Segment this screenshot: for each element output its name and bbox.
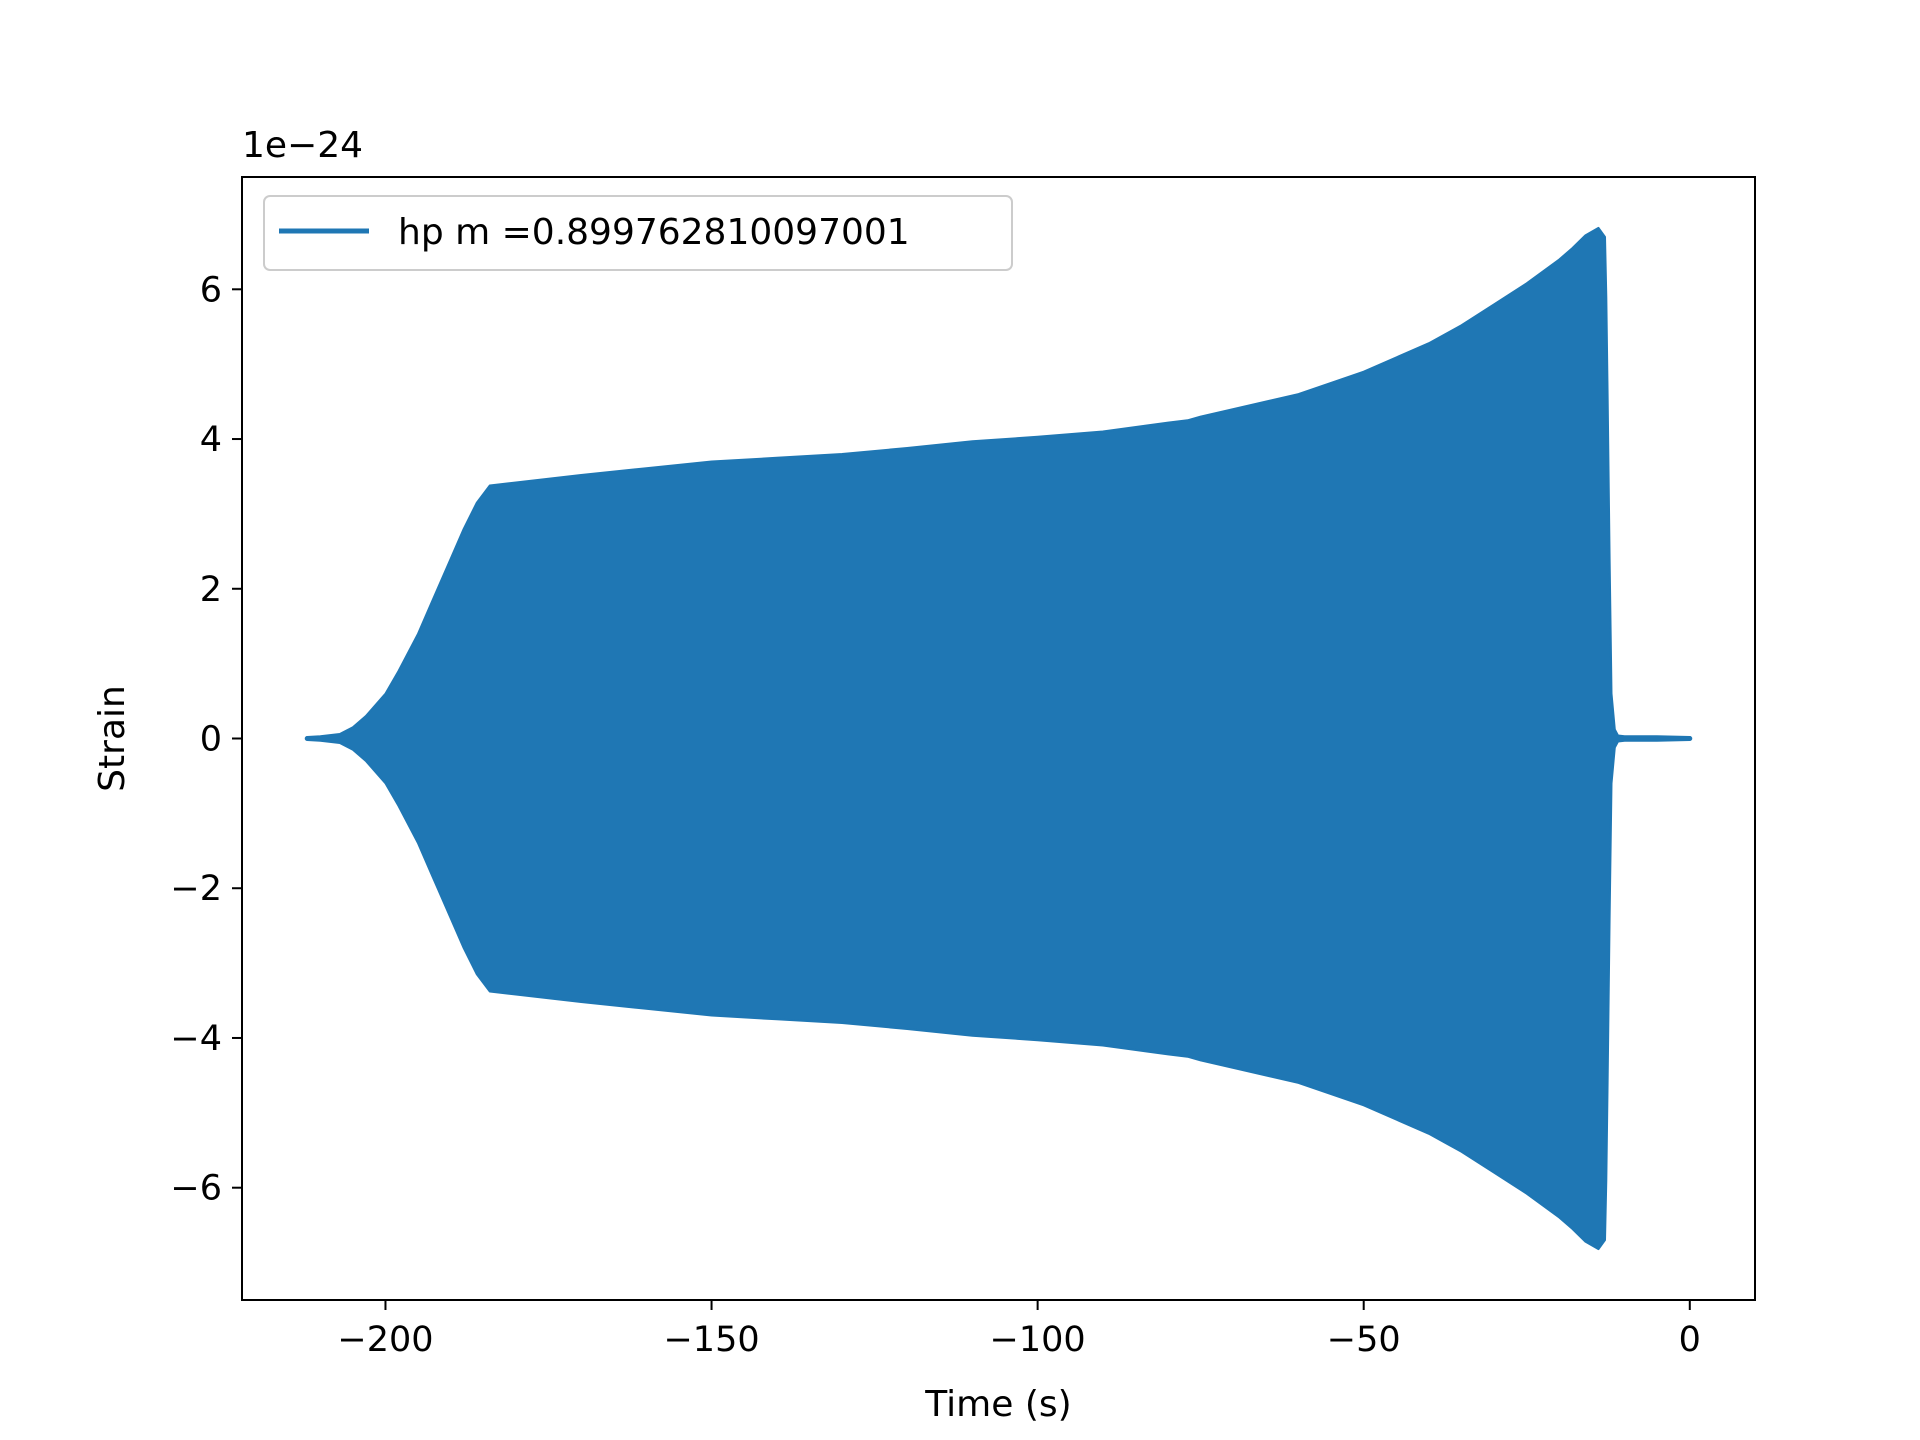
x-tick-label: −100: [990, 1320, 1086, 1360]
series-layer: [304, 226, 1693, 1251]
y-axis-ticks: −6 −4 −2 0 2 4 6: [170, 270, 242, 1209]
x-tick-label: −50: [1327, 1320, 1401, 1360]
x-axis-label: Time (s): [924, 1384, 1071, 1425]
y-tick-label: −2: [170, 869, 222, 909]
x-tick-label: −150: [663, 1320, 759, 1360]
y-tick-label: −6: [170, 1169, 222, 1209]
y-tick-label: 0: [200, 720, 222, 760]
x-tick-label: 0: [1679, 1320, 1701, 1360]
y-tick-label: 2: [200, 570, 222, 610]
x-axis-ticks: −200 −150 −100 −50 0: [337, 1300, 1701, 1360]
y-tick-label: 6: [200, 270, 222, 310]
y-tick-label: 4: [200, 420, 222, 460]
legend-box: [263, 195, 1013, 271]
legend: hp m =0.899762810097001: [263, 195, 1013, 271]
y-tick-label: −4: [170, 1019, 222, 1059]
y-offset-label: 1e−24: [242, 125, 363, 166]
legend-entry-label: hp m =0.899762810097001: [398, 212, 910, 253]
x-tick-label: −200: [337, 1320, 433, 1360]
y-axis-label: Strain: [92, 685, 133, 792]
plot-area: [241, 176, 1756, 1301]
